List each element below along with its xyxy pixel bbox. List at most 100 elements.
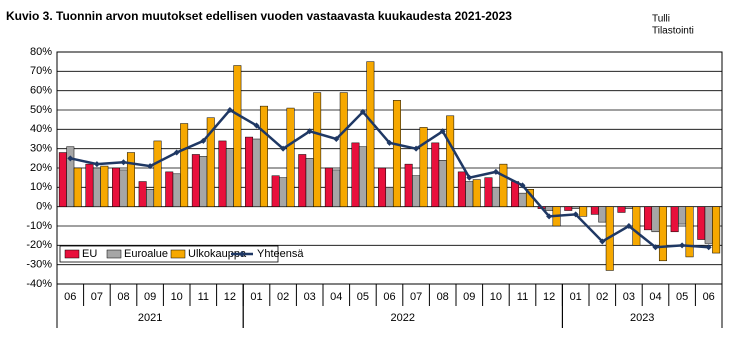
marker xyxy=(253,122,260,129)
bar xyxy=(206,117,215,207)
year-label: 2021 xyxy=(138,312,162,324)
marker xyxy=(546,213,553,220)
bar xyxy=(412,175,421,207)
bar xyxy=(564,206,573,211)
y-tick-label: 60% xyxy=(30,85,52,97)
bar xyxy=(100,165,109,207)
y-tick-label: -40% xyxy=(26,278,52,290)
marker xyxy=(147,163,154,170)
bar xyxy=(259,105,268,207)
bar xyxy=(590,206,599,215)
marker xyxy=(280,145,287,152)
y-tick-label: -20% xyxy=(26,239,52,251)
x-tick-label: 01 xyxy=(250,291,262,303)
x-tick-label: 04 xyxy=(330,291,342,303)
bar xyxy=(617,206,626,213)
x-tick-label: 09 xyxy=(144,291,156,303)
x-tick-label: 02 xyxy=(277,291,289,303)
y-tick-label: 20% xyxy=(30,162,52,174)
legend-swatch xyxy=(170,249,186,259)
marker xyxy=(572,211,579,218)
bar xyxy=(245,136,254,207)
marker xyxy=(226,107,233,113)
marker xyxy=(359,108,366,115)
bar xyxy=(191,154,200,207)
marker xyxy=(413,145,420,152)
bar xyxy=(392,100,401,207)
x-tick-label: 09 xyxy=(463,291,475,303)
bar xyxy=(339,92,348,207)
bar xyxy=(579,206,588,217)
bar xyxy=(431,142,440,207)
x-tick-label: 02 xyxy=(596,291,608,303)
bar xyxy=(419,127,428,207)
x-tick-label: 08 xyxy=(117,291,129,303)
bar xyxy=(146,189,155,207)
x-tick-label: 07 xyxy=(91,291,103,303)
x-tick-label: 07 xyxy=(410,291,422,303)
bar xyxy=(685,206,694,258)
bar xyxy=(378,167,387,207)
bar xyxy=(153,140,162,207)
y-tick-label: 10% xyxy=(30,181,52,193)
marker xyxy=(652,244,659,251)
bar xyxy=(233,65,242,207)
x-tick-label: 10 xyxy=(490,291,502,303)
legend-label: EU xyxy=(82,248,97,260)
bar xyxy=(484,177,493,207)
bar xyxy=(511,181,520,207)
bar xyxy=(279,177,288,207)
bar xyxy=(271,175,280,207)
bar xyxy=(651,206,660,233)
bar xyxy=(697,206,706,240)
y-tick-label: 70% xyxy=(30,65,52,77)
x-tick-label: 04 xyxy=(649,291,661,303)
marker xyxy=(173,149,180,156)
legend-swatch xyxy=(239,251,245,257)
bar xyxy=(286,107,295,207)
bar xyxy=(218,140,227,207)
x-tick-label: 03 xyxy=(623,291,635,303)
bar xyxy=(119,169,128,207)
marker xyxy=(333,136,340,142)
marker xyxy=(67,155,74,162)
legend-swatch xyxy=(64,249,80,259)
bar xyxy=(58,152,67,207)
bar xyxy=(92,167,101,207)
legend-label: Euroalue xyxy=(124,248,168,260)
y-tick-label: -30% xyxy=(26,259,52,271)
bar xyxy=(712,206,721,254)
bar xyxy=(670,206,679,233)
marker xyxy=(599,238,606,245)
bar xyxy=(73,167,82,207)
bar xyxy=(358,146,367,207)
x-tick-label: 08 xyxy=(437,291,449,303)
bar xyxy=(165,171,174,207)
bar xyxy=(491,187,500,207)
bar xyxy=(85,163,94,207)
x-tick-label: 01 xyxy=(570,291,582,303)
y-tick-label: -10% xyxy=(26,220,52,232)
bar xyxy=(624,206,633,209)
marker xyxy=(519,182,526,189)
bar xyxy=(472,179,481,207)
year-label: 2022 xyxy=(391,312,415,324)
bar xyxy=(385,187,394,207)
bar xyxy=(518,192,527,207)
legend-swatch xyxy=(106,249,122,259)
y-tick-label: 0% xyxy=(36,201,52,213)
bar xyxy=(112,167,121,207)
bar xyxy=(366,61,375,207)
marker xyxy=(705,244,712,251)
marker xyxy=(306,128,313,135)
bar xyxy=(632,206,641,246)
x-tick-label: 11 xyxy=(198,291,209,303)
bar xyxy=(499,163,508,207)
bar xyxy=(199,156,208,207)
x-tick-label: 05 xyxy=(357,291,369,303)
bar xyxy=(298,154,307,207)
bar xyxy=(658,206,667,262)
x-tick-label: 05 xyxy=(676,291,688,303)
bar xyxy=(465,181,474,207)
